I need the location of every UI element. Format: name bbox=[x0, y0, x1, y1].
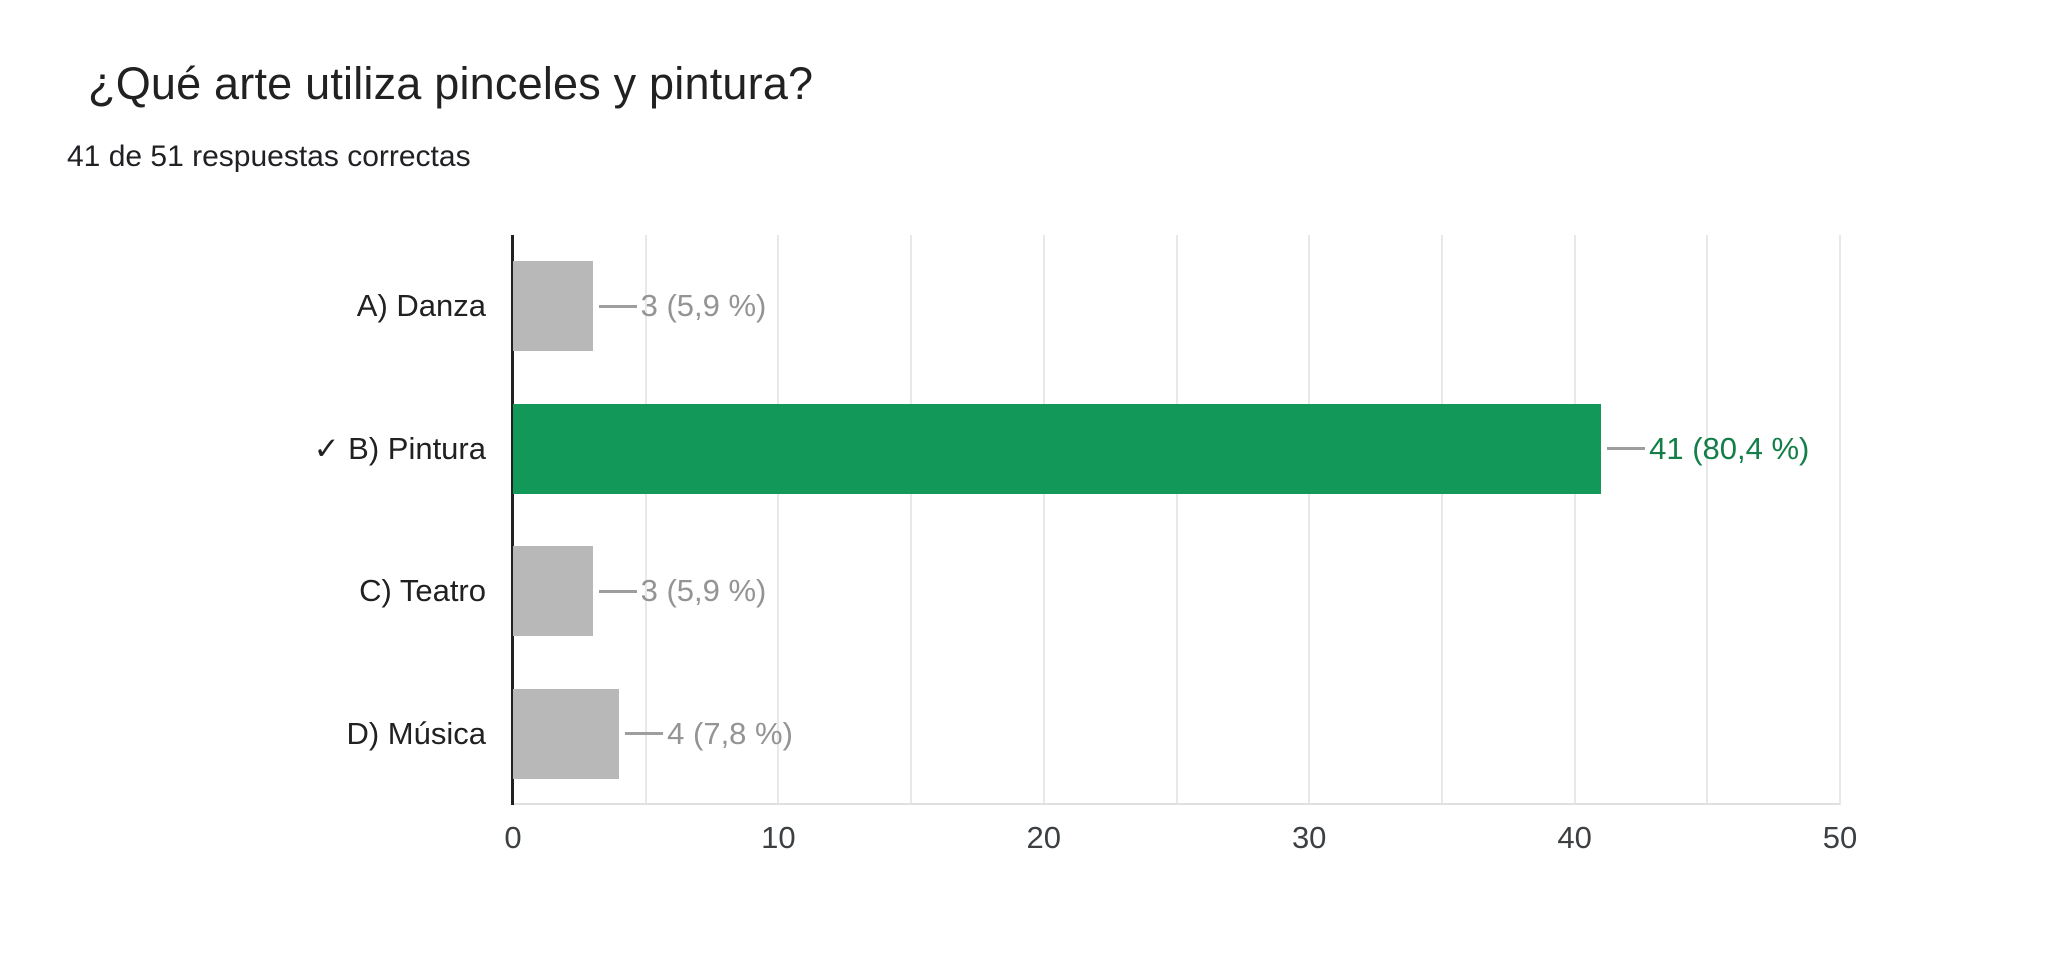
x-axis-tick-label: 0 bbox=[504, 820, 522, 855]
answer-option-label: ✓ B) Pintura bbox=[313, 430, 486, 466]
correct-answers-summary: 41 de 51 respuestas correctas bbox=[67, 140, 471, 173]
gridline bbox=[1706, 235, 1709, 805]
answer-count-label: 3 (5,9 %) bbox=[640, 573, 767, 609]
answer-count-label: 4 (7,8 %) bbox=[667, 715, 793, 751]
value-callout-line bbox=[625, 732, 664, 736]
gridline bbox=[910, 235, 913, 805]
x-axis-tick-label: 20 bbox=[1026, 820, 1062, 855]
gridline bbox=[1573, 235, 1576, 805]
plot-area bbox=[511, 235, 1841, 805]
gridline bbox=[1042, 235, 1045, 805]
y-axis-line bbox=[511, 235, 514, 805]
value-callout-line bbox=[598, 304, 637, 308]
answer-count-label: 41 (80,4 %) bbox=[1649, 430, 1810, 466]
answer-bar bbox=[513, 261, 593, 352]
x-axis-tick-label: 50 bbox=[1822, 820, 1858, 855]
x-axis-tick-label: 40 bbox=[1557, 820, 1592, 855]
x-axis-line bbox=[513, 803, 1840, 805]
answer-count-label: 3 (5,9 %) bbox=[640, 288, 767, 324]
question-title: ¿Qué arte utiliza pinceles y pintura? bbox=[88, 58, 814, 109]
answer-option-label: C) Teatro bbox=[359, 573, 486, 609]
x-axis-tick-label: 10 bbox=[761, 820, 796, 855]
answer-option-label: D) Música bbox=[346, 715, 486, 751]
x-axis-tick-label: 30 bbox=[1291, 820, 1327, 855]
answer-bar bbox=[513, 403, 1602, 494]
gridline bbox=[1839, 235, 1841, 805]
answer-bar bbox=[513, 546, 593, 637]
value-callout-line bbox=[1607, 447, 1646, 451]
value-callout-line bbox=[598, 589, 637, 593]
answer-option-label: A) Danza bbox=[356, 288, 486, 324]
gridline bbox=[1175, 235, 1178, 805]
answer-bar bbox=[513, 688, 620, 779]
gridline bbox=[1440, 235, 1443, 805]
gridline bbox=[1308, 235, 1311, 805]
gridline bbox=[777, 235, 780, 805]
gridline bbox=[644, 235, 647, 805]
